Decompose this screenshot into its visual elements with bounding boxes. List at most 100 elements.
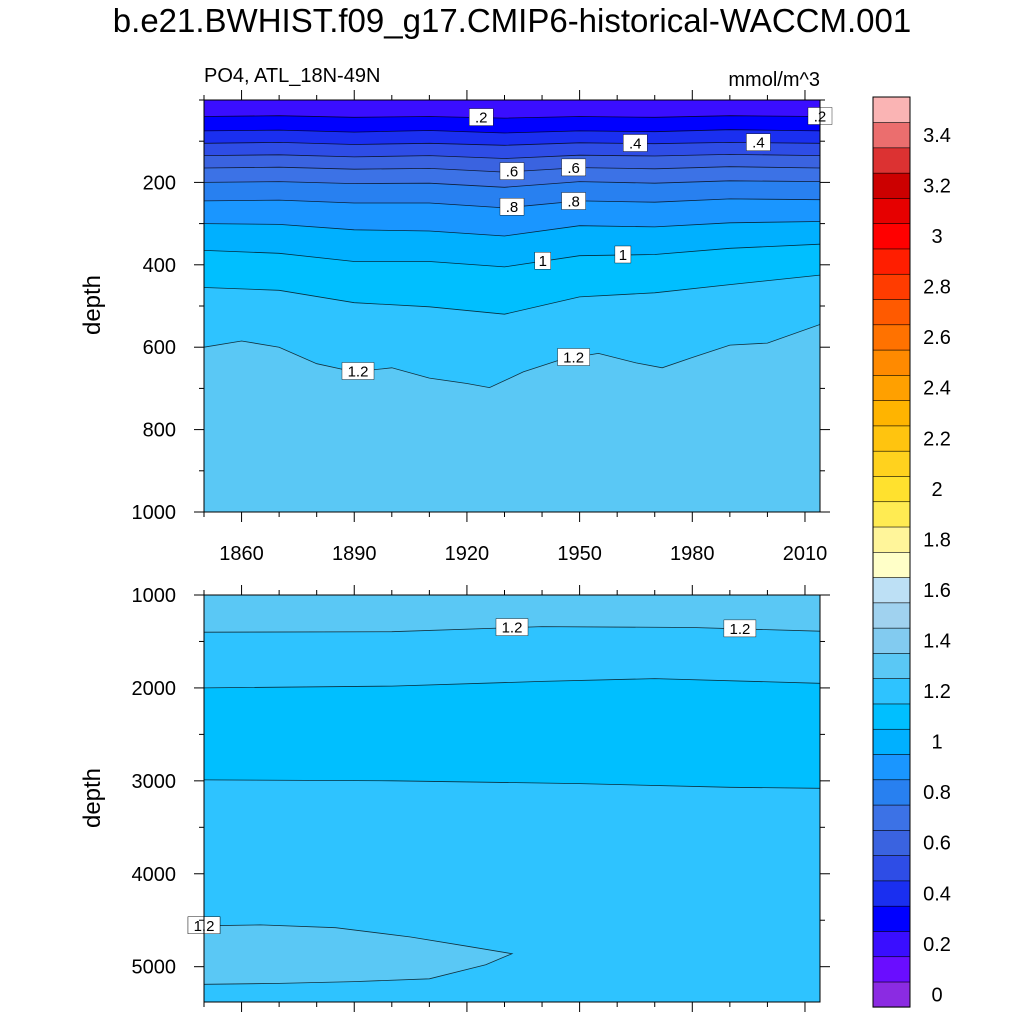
colorbar-swatch bbox=[872, 96, 911, 123]
colorbar-swatch bbox=[872, 602, 911, 629]
colorbar-swatch bbox=[872, 905, 911, 932]
lower-contour-line-2 bbox=[204, 779, 820, 789]
upper-contour-line-10 bbox=[204, 324, 820, 389]
colorbar-swatch bbox=[872, 703, 911, 730]
contour-label-box bbox=[341, 362, 375, 380]
contour-label-text: .6 bbox=[506, 164, 519, 181]
lower-contour-label-0-0: 1.2 bbox=[495, 618, 529, 637]
colorbar-swatch bbox=[872, 223, 911, 250]
colorbar-tick-label: 1 bbox=[931, 732, 942, 754]
contour-label-box bbox=[499, 197, 525, 216]
colorbar-swatch bbox=[872, 956, 911, 983]
contour-label-text: 1.2 bbox=[348, 364, 369, 381]
colorbar-swatch bbox=[872, 880, 911, 907]
colorbar-swatch bbox=[872, 627, 911, 654]
colorbar-tick-label: 2.4 bbox=[923, 378, 951, 400]
contour-label-text: 1 bbox=[619, 247, 627, 264]
colorbar-tick-label: 0.6 bbox=[923, 833, 951, 855]
lower-plot-area bbox=[204, 595, 820, 1002]
colorbar-swatch bbox=[872, 728, 911, 755]
upper-contour-line-9 bbox=[204, 274, 820, 315]
upper-contour-label-4-0: .6 bbox=[499, 162, 525, 181]
colorbar-swatch bbox=[872, 475, 911, 503]
contour-label-text: .4 bbox=[752, 135, 765, 152]
upper-x-tick-label: 1980 bbox=[670, 543, 715, 565]
upper-x-tick-label: 1920 bbox=[445, 543, 490, 565]
colorbar-swatch bbox=[872, 576, 911, 604]
colorbar-tick-label: 3.4 bbox=[923, 125, 951, 147]
upper-contour-label-10-1: 1.2 bbox=[557, 348, 590, 367]
upper-contour-line-8 bbox=[204, 243, 820, 268]
upper-contour-line-3 bbox=[204, 153, 820, 159]
contour-label-box bbox=[557, 348, 590, 366]
colorbar-swatch bbox=[872, 652, 911, 679]
contour-label-box bbox=[623, 134, 648, 152]
colorbar-tick-label: 2.2 bbox=[923, 428, 951, 450]
upper-contour-label-2-0: .4 bbox=[746, 133, 771, 152]
colorbar-swatch bbox=[872, 930, 911, 958]
lower-y-tick-label: 3000 bbox=[132, 771, 177, 793]
colorbar-swatch bbox=[872, 121, 911, 149]
contour-label-box bbox=[746, 133, 771, 151]
upper-y-tick-label: 800 bbox=[143, 420, 176, 442]
colorbar-swatch bbox=[872, 450, 911, 477]
colorbar-swatch bbox=[872, 526, 911, 553]
colorbar-swatch bbox=[872, 779, 911, 806]
upper-y-tick-label: 200 bbox=[143, 172, 176, 194]
contour-label-box bbox=[561, 158, 586, 177]
upper-contour-label-8-1: 1 bbox=[614, 245, 632, 264]
colorbar-swatch bbox=[872, 197, 911, 224]
upper-contour-label-10-0: 1.2 bbox=[341, 362, 375, 381]
colorbar-tick-label: 1.2 bbox=[923, 681, 951, 703]
variable-region-label: PO4, ATL_18N-49N bbox=[204, 65, 380, 87]
contour-label-text: 1.2 bbox=[502, 620, 523, 637]
contour-label-text: .6 bbox=[567, 160, 580, 177]
upper-contour-label-6-1: .8 bbox=[561, 192, 586, 211]
contour-label-text: 1.2 bbox=[563, 350, 584, 367]
upper-y-axis-label: depth bbox=[79, 275, 106, 335]
contour-label-text: .2 bbox=[475, 110, 488, 127]
lower-y-tick-label: 2000 bbox=[132, 678, 177, 700]
upper-x-tick-label: 1890 bbox=[332, 543, 377, 565]
colorbar-swatch bbox=[872, 753, 911, 781]
colorbar-swatch bbox=[872, 400, 911, 427]
colorbar-tick-label: 1.8 bbox=[923, 529, 951, 551]
upper-x-tick-label: 2010 bbox=[783, 543, 828, 565]
upper-contour-line-0 bbox=[204, 115, 820, 119]
colorbar-swatch bbox=[872, 324, 911, 351]
figure-title: b.e21.BWHIST.f09_g17.CMIP6-historical-WA… bbox=[112, 2, 912, 39]
colorbar: 0 0.2 0.4 0.6 0.8 1 1.2 1.4 1.6 1.8 2 2.2 2.4 2.6 2.8 3… bbox=[872, 96, 951, 1008]
colorbar-tick-label: 3.2 bbox=[923, 176, 951, 198]
colorbar-frame bbox=[872, 96, 911, 1008]
lower-y-tick-label: 4000 bbox=[132, 864, 177, 886]
upper-contour-line-1 bbox=[204, 129, 820, 134]
colorbar-swatch bbox=[872, 981, 911, 1008]
colorbar-swatch bbox=[872, 551, 911, 578]
lower-y-tick-label: 5000 bbox=[132, 957, 177, 979]
colorbar-tick-label: 0.2 bbox=[923, 934, 951, 956]
colorbar-swatch bbox=[872, 349, 911, 376]
upper-contour-line-2 bbox=[204, 141, 820, 146]
colorbar-swatch bbox=[872, 829, 911, 856]
lower-fill-band-mid bbox=[204, 678, 820, 789]
upper-fill-band-10 bbox=[204, 324, 820, 512]
colorbar-tick-label: 2.8 bbox=[923, 277, 951, 299]
upper-contour-label-6-0: .8 bbox=[499, 197, 525, 216]
colorbar-swatch bbox=[872, 147, 911, 174]
lower-contour-line-3 bbox=[204, 924, 514, 985]
upper-y-tick-label: 600 bbox=[143, 337, 176, 359]
colorbar-swatch bbox=[872, 172, 911, 199]
contour-label-box bbox=[534, 252, 551, 270]
contour-label-box bbox=[499, 162, 525, 180]
upper-plot-area bbox=[204, 100, 820, 512]
upper-contour-line-5 bbox=[204, 180, 820, 188]
contour-label-box bbox=[723, 619, 757, 638]
colorbar-swatch bbox=[872, 374, 911, 401]
contour-label-box bbox=[614, 245, 632, 264]
lower-contour-label-0-1: 1.2 bbox=[723, 619, 757, 638]
contour-label-text: .8 bbox=[506, 199, 519, 216]
colorbar-tick-label: 3 bbox=[931, 226, 942, 248]
colorbar-swatch bbox=[872, 804, 911, 831]
upper-contour-line-7 bbox=[204, 221, 820, 237]
